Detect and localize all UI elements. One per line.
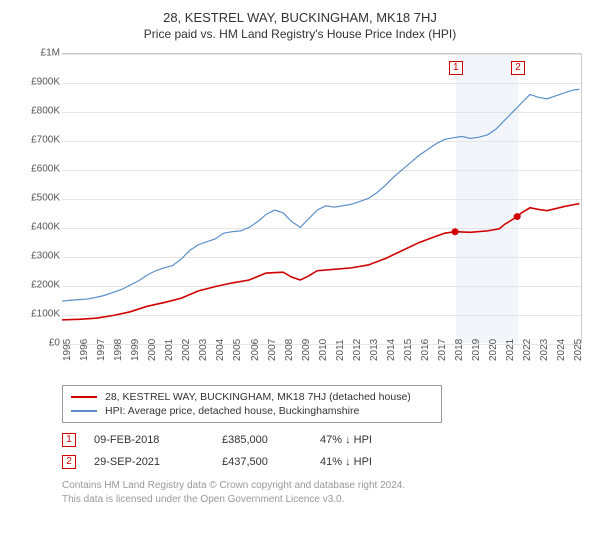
x-axis-label: 2020 <box>488 339 499 361</box>
x-axis-label: 2017 <box>437 339 448 361</box>
sale-price: £385,000 <box>222 434 302 446</box>
x-axis-label: 2014 <box>386 339 397 361</box>
y-axis-label: £800K <box>16 106 60 117</box>
x-axis-label: 2001 <box>164 339 175 361</box>
x-axis-label: 2021 <box>505 339 516 361</box>
sale-row: 1 09-FEB-2018 £385,000 47% ↓ HPI <box>62 429 586 451</box>
y-axis-label: £700K <box>16 135 60 146</box>
x-axis-label: 2015 <box>403 339 414 361</box>
y-axis-label: £200K <box>16 280 60 291</box>
y-axis-label: £0 <box>16 338 60 349</box>
sale-index: 2 <box>62 455 76 469</box>
y-axis-label: £1M <box>16 48 60 59</box>
x-axis-label: 2007 <box>267 339 278 361</box>
x-axis-label: 2013 <box>369 339 380 361</box>
legend-label: 28, KESTREL WAY, BUCKINGHAM, MK18 7HJ (d… <box>105 391 411 403</box>
footer-attribution: Contains HM Land Registry data © Crown c… <box>62 479 586 506</box>
legend: 28, KESTREL WAY, BUCKINGHAM, MK18 7HJ (d… <box>62 385 442 423</box>
y-axis-label: £100K <box>16 309 60 320</box>
x-axis-label: 1997 <box>96 339 107 361</box>
page-title: 28, KESTREL WAY, BUCKINGHAM, MK18 7HJ <box>14 10 586 25</box>
x-axis-label: 1995 <box>62 339 73 361</box>
x-axis-label: 2011 <box>335 339 346 361</box>
x-axis-label: 2004 <box>215 339 226 361</box>
legend-swatch <box>71 396 97 398</box>
x-axis-label: 2010 <box>318 339 329 361</box>
sale-diff: 41% ↓ HPI <box>320 456 372 468</box>
y-axis-label: £400K <box>16 222 60 233</box>
y-axis-label: £600K <box>16 164 60 175</box>
x-axis-label: 1999 <box>130 339 141 361</box>
sale-dot <box>514 213 521 220</box>
page-subtitle: Price paid vs. HM Land Registry's House … <box>14 27 586 41</box>
series-hpi <box>62 89 579 301</box>
sale-row: 2 29-SEP-2021 £437,500 41% ↓ HPI <box>62 451 586 473</box>
x-axis-label: 2023 <box>539 339 550 361</box>
x-axis-label: 2008 <box>284 339 295 361</box>
sale-date: 29-SEP-2021 <box>94 456 204 468</box>
x-axis-label: 2005 <box>232 339 243 361</box>
sale-marker: 1 <box>449 61 463 75</box>
legend-swatch <box>71 410 97 412</box>
sale-diff: 47% ↓ HPI <box>320 434 372 446</box>
y-axis-label: £900K <box>16 77 60 88</box>
x-axis-label: 2006 <box>250 339 261 361</box>
sale-date: 09-FEB-2018 <box>94 434 204 446</box>
x-axis-label: 2012 <box>352 339 363 361</box>
sales-table: 1 09-FEB-2018 £385,000 47% ↓ HPI 2 29-SEP-202… <box>62 429 586 473</box>
price-chart: £0 £100K £200K £300K £400K £500K £600K £700K £80… <box>14 49 586 379</box>
x-axis-label: 2000 <box>147 339 158 361</box>
sale-price: £437,500 <box>222 456 302 468</box>
y-axis-label: £500K <box>16 193 60 204</box>
x-axis-label: 2002 <box>181 339 192 361</box>
x-axis-label: 2003 <box>198 339 209 361</box>
series-property <box>62 204 579 320</box>
x-axis-label: 2025 <box>573 339 584 361</box>
x-axis-label: 2009 <box>301 339 312 361</box>
legend-label: HPI: Average price, detached house, Buck… <box>105 405 359 417</box>
x-axis-label: 1996 <box>79 339 90 361</box>
footer-line: Contains HM Land Registry data © Crown c… <box>62 479 586 493</box>
sale-marker: 2 <box>511 61 525 75</box>
x-axis-label: 2024 <box>556 339 567 361</box>
x-axis-label: 2018 <box>454 339 465 361</box>
sale-dot <box>452 228 459 235</box>
y-axis-label: £300K <box>16 251 60 262</box>
x-axis-label: 2016 <box>420 339 431 361</box>
x-axis-label: 1998 <box>113 339 124 361</box>
legend-row: 28, KESTREL WAY, BUCKINGHAM, MK18 7HJ (d… <box>71 390 433 404</box>
x-axis-label: 2022 <box>522 339 533 361</box>
legend-row: HPI: Average price, detached house, Buck… <box>71 404 433 418</box>
sale-index: 1 <box>62 433 76 447</box>
footer-line: This data is licensed under the Open Gov… <box>62 493 586 507</box>
x-axis-label: 2019 <box>471 339 482 361</box>
